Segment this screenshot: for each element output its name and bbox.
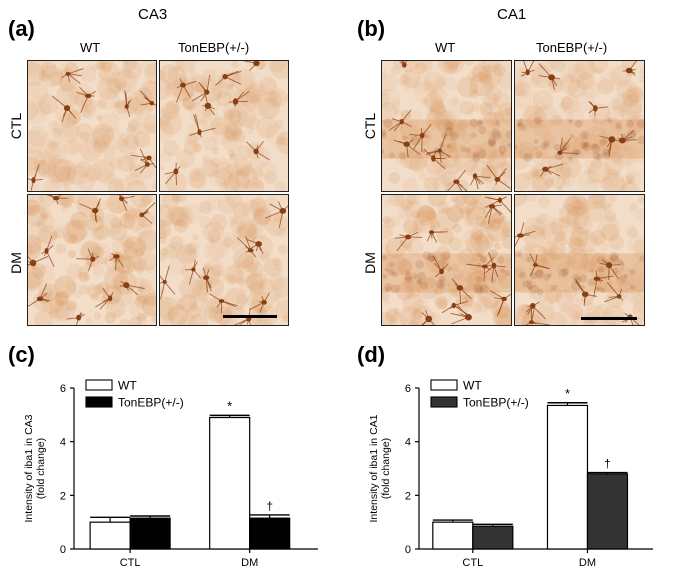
- chart-c-ytick-label: 2: [60, 490, 66, 502]
- panel-b-region-title: CA1: [497, 6, 527, 23]
- panel-a-row-dm: DM: [8, 252, 24, 274]
- chart-c-bar-wt-ctl: [89, 521, 131, 550]
- chart-d-bar-het-dm: [586, 473, 629, 550]
- micrograph-ca3-het-dm: [159, 194, 289, 326]
- panel-a-label: (a): [8, 16, 35, 41]
- chart-d-ytick-label: 6: [405, 383, 411, 395]
- panel-b-label: (b): [357, 16, 386, 41]
- chart-c-xtick-label-ctl: CTL: [120, 557, 141, 569]
- chart-d-ylabel-line: (fold change): [380, 438, 392, 499]
- chart-c-xtick-label-dm: DM: [241, 557, 258, 569]
- panel-b-row-dm: DM: [362, 252, 378, 274]
- micrograph-ca1-het-ctl: [514, 60, 645, 192]
- chart-d-xtick-label-ctl: CTL: [462, 557, 483, 569]
- chart-iba1-ca1: Intensity of iba1 in CA1 (fold change) 0 2 4…: [368, 379, 653, 569]
- chart-c-ytick-label: 0: [60, 544, 66, 556]
- chart-d-legend-swatch-het: [430, 396, 458, 408]
- micrograph-ca3-wt-ctl: [27, 60, 157, 192]
- scale-bar-ca1: [581, 317, 637, 320]
- chart-d-bar-wt-ctl: [432, 521, 474, 550]
- micrograph-ca1-wt-ctl: [381, 60, 512, 192]
- chart-c-legend-swatch-het: [85, 396, 113, 408]
- chart-iba1-ca3: Intensity of iba1 in CA3 (fold change) 0 2 4…: [23, 379, 318, 569]
- chart-d-legend-label-wt: WT: [463, 379, 482, 393]
- chart-c-annotation: †: [266, 499, 273, 513]
- chart-c-ylabel-line: Intensity of iba1 in CA3: [23, 414, 35, 522]
- chart-c-bar-wt-dm: [209, 416, 251, 550]
- chart-d-ytick-label: 0: [405, 544, 411, 556]
- chart-c-annotation: *: [227, 398, 232, 413]
- panel-a-col-wt: WT: [80, 40, 101, 55]
- panel-a-region-title: CA3: [138, 6, 168, 23]
- chart-c-ytick-label: 6: [60, 383, 66, 395]
- panel-c-label: (c): [8, 342, 35, 367]
- chart-d-bar-wt-dm: [546, 404, 589, 550]
- panel-b-row-ctl: CTL: [362, 112, 378, 140]
- micrograph-ca3-het-ctl: [159, 60, 289, 192]
- panel-b-col-wt: WT: [435, 40, 456, 55]
- chart-c-ytick-label: 4: [60, 437, 66, 449]
- chart-d-ylabel-line: Intensity of iba1 in CA1: [368, 414, 380, 522]
- panel-b-col-het: TonEBP(+/-): [536, 40, 608, 55]
- chart-d-legend-label-het: TonEBP(+/-): [463, 396, 529, 410]
- chart-c-bar-het-ctl: [129, 517, 171, 550]
- chart-c-ylabel-line: (fold change): [35, 438, 47, 499]
- chart-d-annotation: †: [604, 457, 611, 471]
- scale-bar-ca3: [223, 315, 277, 318]
- chart-c-legend-label-wt: WT: [118, 379, 137, 393]
- micrograph-ca3-wt-dm: [27, 194, 157, 326]
- chart-d-bar-het-ctl: [472, 525, 514, 550]
- chart-d-xtick-label-dm: DM: [579, 557, 596, 569]
- panel-a-col-het: TonEBP(+/-): [178, 40, 250, 55]
- micrograph-ca1-wt-dm: [381, 194, 512, 326]
- chart-d-annotation: *: [565, 386, 570, 401]
- panel-a-row-ctl: CTL: [8, 112, 24, 140]
- chart-c-bar-het-dm: [249, 517, 291, 550]
- chart-d-ytick-label: 2: [405, 490, 411, 502]
- chart-c-legend-swatch-wt: [85, 379, 113, 391]
- micrograph-ca1-het-dm: [514, 194, 645, 326]
- chart-c-legend-label-het: TonEBP(+/-): [118, 396, 184, 410]
- chart-d-ytick-label: 4: [405, 437, 411, 449]
- chart-d-legend-swatch-wt: [430, 379, 458, 391]
- panel-d-label: (d): [357, 342, 386, 367]
